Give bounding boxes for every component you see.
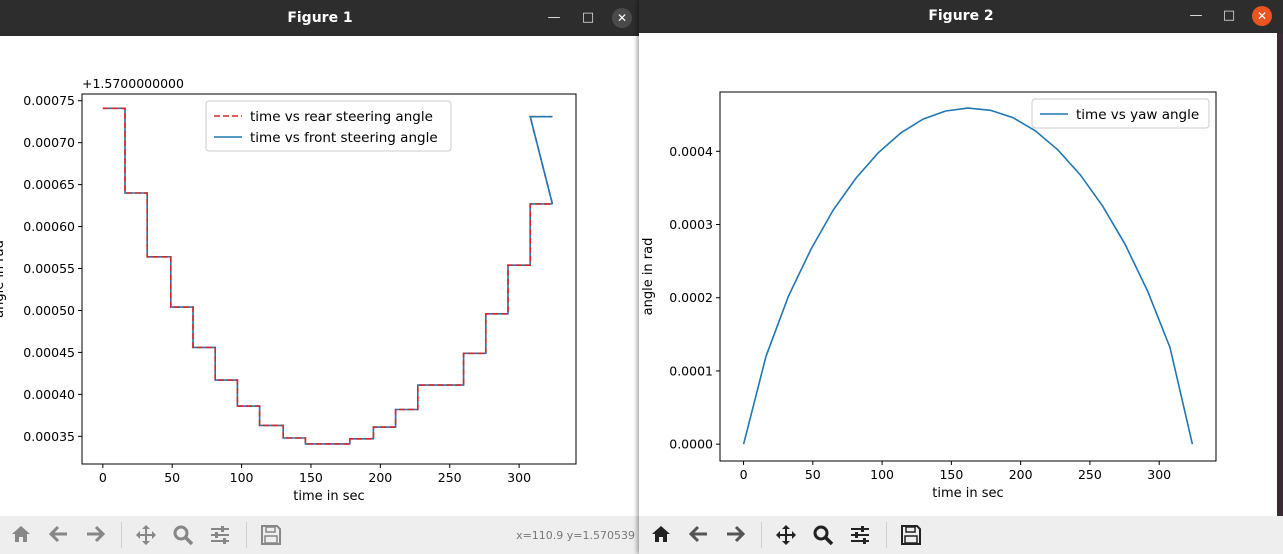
x-tick-label: 250 bbox=[1078, 467, 1102, 482]
y-tick-label: 0.00055 bbox=[23, 261, 75, 276]
x-tick-label: 100 bbox=[230, 470, 254, 485]
window-title: Figure 1 bbox=[287, 10, 353, 26]
y-tick-label: 0.00035 bbox=[23, 429, 75, 444]
series-tail-1 bbox=[529, 115, 554, 205]
x-tick-label: 200 bbox=[368, 470, 392, 485]
forward-arrow-icon bbox=[727, 525, 746, 543]
zoom-magnifier-icon bbox=[813, 525, 834, 546]
navigation-toolbar: x=110.9 y=1.570539 bbox=[0, 516, 640, 554]
pan-button[interactable] bbox=[134, 524, 158, 546]
back-arrow-icon bbox=[48, 525, 67, 543]
x-axis-label: time in sec bbox=[932, 486, 1003, 501]
x-tick-label: 50 bbox=[805, 467, 821, 482]
minimize-button[interactable]: — bbox=[1189, 8, 1203, 23]
y-axis-offset-label: +1.5700000000 bbox=[82, 76, 184, 91]
figure-1-canvas[interactable]: 0 50 100 150 200 250 300 0.00035 0.00040 0.00045 0… bbox=[0, 36, 640, 516]
x-tick-label: 0 bbox=[740, 467, 748, 482]
series-line-0 bbox=[742, 107, 1194, 445]
back-button[interactable] bbox=[687, 524, 711, 546]
window-title: Figure 2 bbox=[928, 8, 994, 24]
x-tick-label: 0 bbox=[99, 470, 107, 485]
y-tick-label: 0.00075 bbox=[23, 93, 75, 108]
forward-button[interactable] bbox=[723, 524, 747, 546]
y-tick-label: 0.00045 bbox=[23, 345, 75, 360]
home-icon bbox=[12, 526, 30, 542]
configure-subplots-icon bbox=[851, 526, 869, 544]
save-button[interactable] bbox=[259, 524, 283, 546]
navigation-toolbar bbox=[639, 516, 1283, 554]
save-floppy-icon bbox=[261, 525, 281, 545]
title-bar[interactable]: Figure 1 — □ ✕ bbox=[0, 0, 640, 36]
x-tick-label: 300 bbox=[1147, 467, 1171, 482]
x-tick-label: 50 bbox=[164, 470, 180, 485]
y-tick-label: 0.0001 bbox=[669, 363, 713, 378]
close-button[interactable]: ✕ bbox=[1252, 6, 1272, 26]
figure-2-plot: 0 50 100 150 200 250 300 0.0000 0.0001 0.0002 0.00… bbox=[641, 91, 1217, 501]
y-tick-label: 0.00060 bbox=[23, 219, 75, 234]
y-tick-label: 0.0000 bbox=[669, 437, 713, 452]
legend-box bbox=[1031, 98, 1210, 129]
y-tick-label: 0.00040 bbox=[23, 387, 75, 402]
figure-1-plot: 0 50 100 150 200 250 300 0.00035 0.00040 0.00045 0… bbox=[0, 76, 577, 504]
x-tick-label: 200 bbox=[1009, 467, 1033, 482]
y-axis-label: angle in rad bbox=[0, 240, 7, 318]
x-tick-label: 250 bbox=[438, 470, 462, 485]
axes-frame bbox=[719, 91, 1217, 462]
x-tick-label: 300 bbox=[507, 470, 531, 485]
zoom-button[interactable] bbox=[171, 524, 195, 546]
save-floppy-icon bbox=[901, 525, 921, 545]
legend-label: time vs front steering angle bbox=[250, 130, 438, 146]
forward-button[interactable] bbox=[83, 524, 107, 546]
series-line-0 bbox=[102, 107, 553, 445]
y-tick-label: 0.0002 bbox=[669, 290, 713, 305]
home-button[interactable] bbox=[649, 524, 673, 546]
y-tick-label: 0.00070 bbox=[23, 135, 75, 150]
maximize-button[interactable]: □ bbox=[1222, 8, 1236, 23]
back-arrow-icon bbox=[688, 525, 707, 543]
maximize-button[interactable]: □ bbox=[581, 10, 595, 25]
y-axis-label: angle in rad bbox=[641, 238, 656, 316]
figure-2-canvas[interactable]: 0 50 100 150 200 250 300 0.0000 0.0001 0.0002 0.00… bbox=[639, 33, 1283, 516]
figure-2-window: Figure 2 — □ ✕ 0 50 100 150 200 250 300 0.0000 0… bbox=[639, 0, 1283, 554]
title-bar[interactable]: Figure 2 — □ ✕ bbox=[639, 0, 1283, 33]
background-terminal-edge bbox=[1277, 33, 1283, 516]
legend-label: time vs yaw angle bbox=[1076, 107, 1199, 123]
cursor-coordinates: x=110.9 y=1.570539 bbox=[516, 529, 635, 542]
y-tick-label: 0.00065 bbox=[23, 177, 75, 192]
figure-1-window: Figure 1 — □ ✕ 0 50 100 150 200 250 300 0.00035… bbox=[0, 0, 640, 554]
configure-subplots-button[interactable] bbox=[848, 524, 872, 546]
y-tick-label: 0.0004 bbox=[669, 144, 713, 159]
zoom-button[interactable] bbox=[811, 524, 835, 546]
save-button[interactable] bbox=[899, 524, 923, 546]
minimize-button[interactable]: — bbox=[547, 10, 561, 25]
forward-arrow-icon bbox=[87, 525, 106, 543]
x-tick-label: 150 bbox=[299, 470, 323, 485]
zoom-magnifier-icon bbox=[173, 525, 194, 546]
y-tick-label: 0.0003 bbox=[669, 217, 713, 232]
configure-subplots-button[interactable] bbox=[208, 524, 232, 546]
x-axis-label: time in sec bbox=[293, 489, 364, 504]
back-button[interactable] bbox=[47, 524, 71, 546]
axes-frame bbox=[81, 93, 577, 465]
home-icon bbox=[652, 526, 670, 542]
legend-label: time vs rear steering angle bbox=[250, 109, 433, 125]
legend-box bbox=[205, 100, 452, 152]
home-button[interactable] bbox=[9, 524, 33, 546]
x-tick-label: 150 bbox=[939, 467, 963, 482]
y-tick-label: 0.00050 bbox=[23, 303, 75, 318]
pan-move-icon bbox=[776, 525, 796, 545]
pan-move-icon bbox=[136, 525, 156, 545]
pan-button[interactable] bbox=[774, 524, 798, 546]
close-button[interactable]: ✕ bbox=[612, 8, 632, 28]
x-tick-label: 100 bbox=[870, 467, 894, 482]
configure-subplots-icon bbox=[211, 526, 229, 544]
